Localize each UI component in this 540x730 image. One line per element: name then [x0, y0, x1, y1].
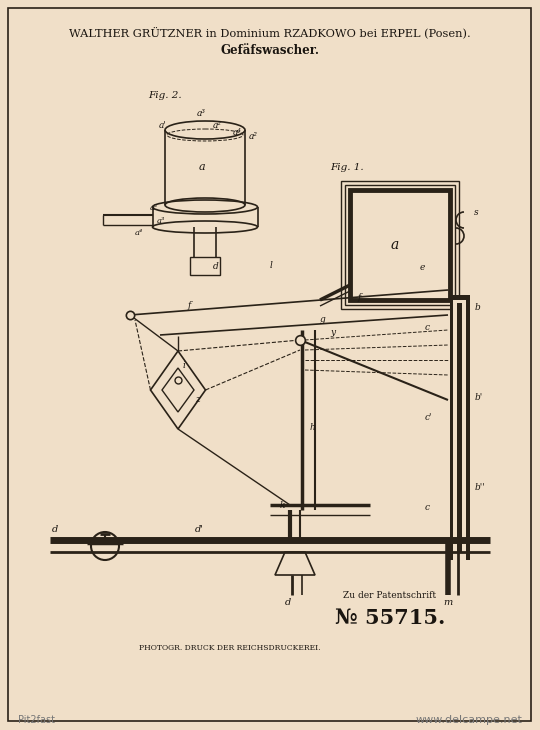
Text: a': a' — [159, 121, 167, 130]
Text: m: m — [443, 598, 453, 607]
Text: Fig. 1.: Fig. 1. — [330, 164, 363, 172]
Text: a²: a² — [150, 204, 158, 212]
Bar — [350, 190, 450, 300]
Bar — [345, 185, 455, 305]
Text: d: d — [52, 525, 58, 534]
Text: d': d' — [195, 525, 204, 534]
Text: c': c' — [425, 413, 433, 422]
Text: d: d — [213, 262, 219, 271]
Text: Zu der Patentschrift: Zu der Patentschrift — [343, 591, 436, 601]
Text: a⁴: a⁴ — [233, 128, 242, 137]
Text: d: d — [285, 598, 291, 607]
Text: a²: a² — [249, 132, 258, 141]
Bar — [341, 181, 459, 309]
Text: WALTHER GRÜTZNER in Dominium RZADKOWO bei ERPEL (Posen).: WALTHER GRÜTZNER in Dominium RZADKOWO be… — [69, 26, 471, 38]
Bar — [453, 300, 466, 560]
Bar — [457, 303, 462, 553]
Text: s: s — [474, 208, 478, 217]
Text: c: c — [425, 323, 430, 332]
Text: Fig. 2.: Fig. 2. — [148, 91, 181, 101]
Text: g: g — [320, 315, 326, 324]
Text: i: i — [183, 361, 186, 370]
Text: f: f — [358, 293, 361, 302]
Text: z: z — [195, 395, 200, 404]
Text: y: y — [330, 328, 335, 337]
Text: b: b — [475, 303, 481, 312]
Bar — [450, 295, 470, 560]
Bar — [190, 257, 220, 275]
Text: f: f — [188, 301, 191, 310]
Text: www.delcampe.net: www.delcampe.net — [415, 715, 522, 725]
Text: a³: a³ — [157, 217, 165, 225]
Text: b'': b'' — [475, 483, 486, 492]
Text: h: h — [310, 423, 316, 432]
Text: e: e — [420, 263, 426, 272]
Text: l: l — [270, 261, 273, 270]
Text: k: k — [280, 501, 286, 510]
Text: № 55715.: № 55715. — [335, 608, 445, 628]
Text: c: c — [425, 503, 430, 512]
Text: a: a — [391, 238, 399, 252]
Text: Pit2fast: Pit2fast — [18, 715, 55, 725]
Circle shape — [91, 532, 119, 560]
Text: a⁴: a⁴ — [135, 229, 144, 237]
Text: PHOTOGR. DRUCK DER REICHSDRUCKEREI.: PHOTOGR. DRUCK DER REICHSDRUCKEREI. — [139, 644, 321, 652]
Text: a: a — [199, 162, 206, 172]
Text: Gefäfswascher.: Gefäfswascher. — [220, 44, 320, 56]
Text: a²: a² — [213, 121, 222, 130]
Text: a³: a³ — [197, 109, 206, 118]
Text: b': b' — [475, 393, 483, 402]
